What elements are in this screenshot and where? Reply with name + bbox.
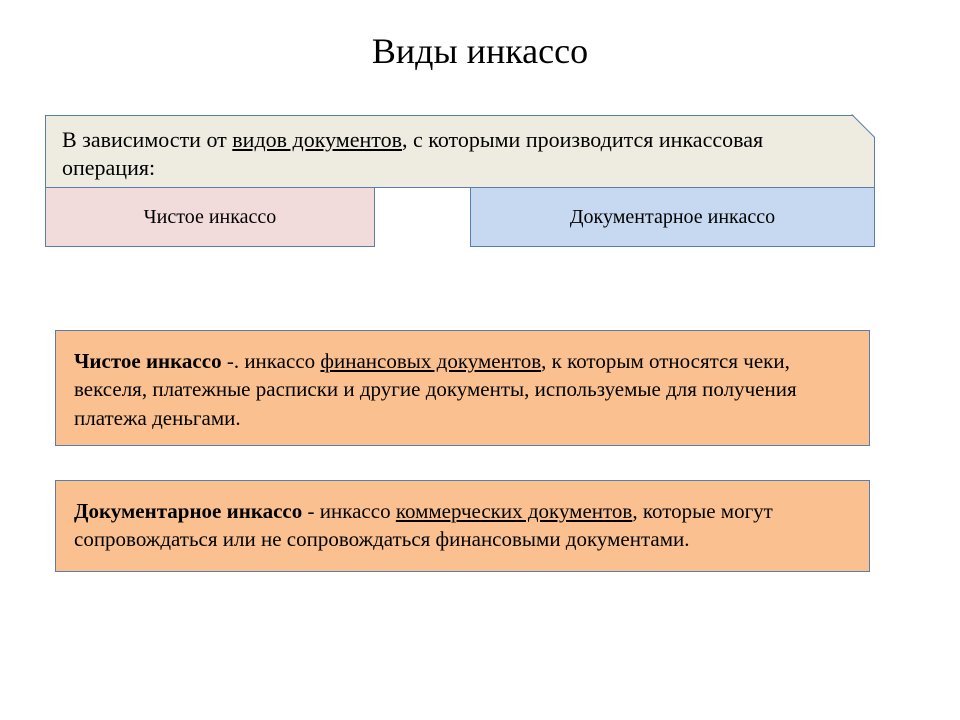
header-classification-box: В зависимости от видов документов, с кот…: [45, 115, 875, 187]
def1-pre: -. инкассо: [222, 349, 321, 373]
category-label-left: Чистое инкассо: [144, 206, 277, 229]
def2-term: Документарное инкассо: [74, 499, 302, 523]
def1-term: Чистое инкассо: [74, 349, 222, 373]
category-box-documentary-collection: Документарное инкассо: [470, 187, 875, 247]
page-title: Виды инкассо: [0, 0, 960, 72]
header-text-pre: В зависимости от: [62, 127, 232, 152]
definition-box-documentary-collection: Документарное инкассо - инкассо коммерче…: [55, 480, 870, 572]
category-label-right: Документарное инкассо: [570, 206, 775, 229]
header-text-underlined: видов документов: [232, 127, 402, 152]
folded-corner-line: [853, 115, 875, 137]
def2-underlined: коммерческих документов: [396, 499, 633, 523]
def2-pre: - инкассо: [302, 499, 396, 523]
category-box-clean-collection: Чистое инкассо: [45, 187, 375, 247]
def1-underlined: финансовых документов: [320, 349, 541, 373]
definition-box-clean-collection: Чистое инкассо -. инкассо финансовых док…: [55, 330, 870, 446]
category-row-top-border: [375, 187, 470, 188]
